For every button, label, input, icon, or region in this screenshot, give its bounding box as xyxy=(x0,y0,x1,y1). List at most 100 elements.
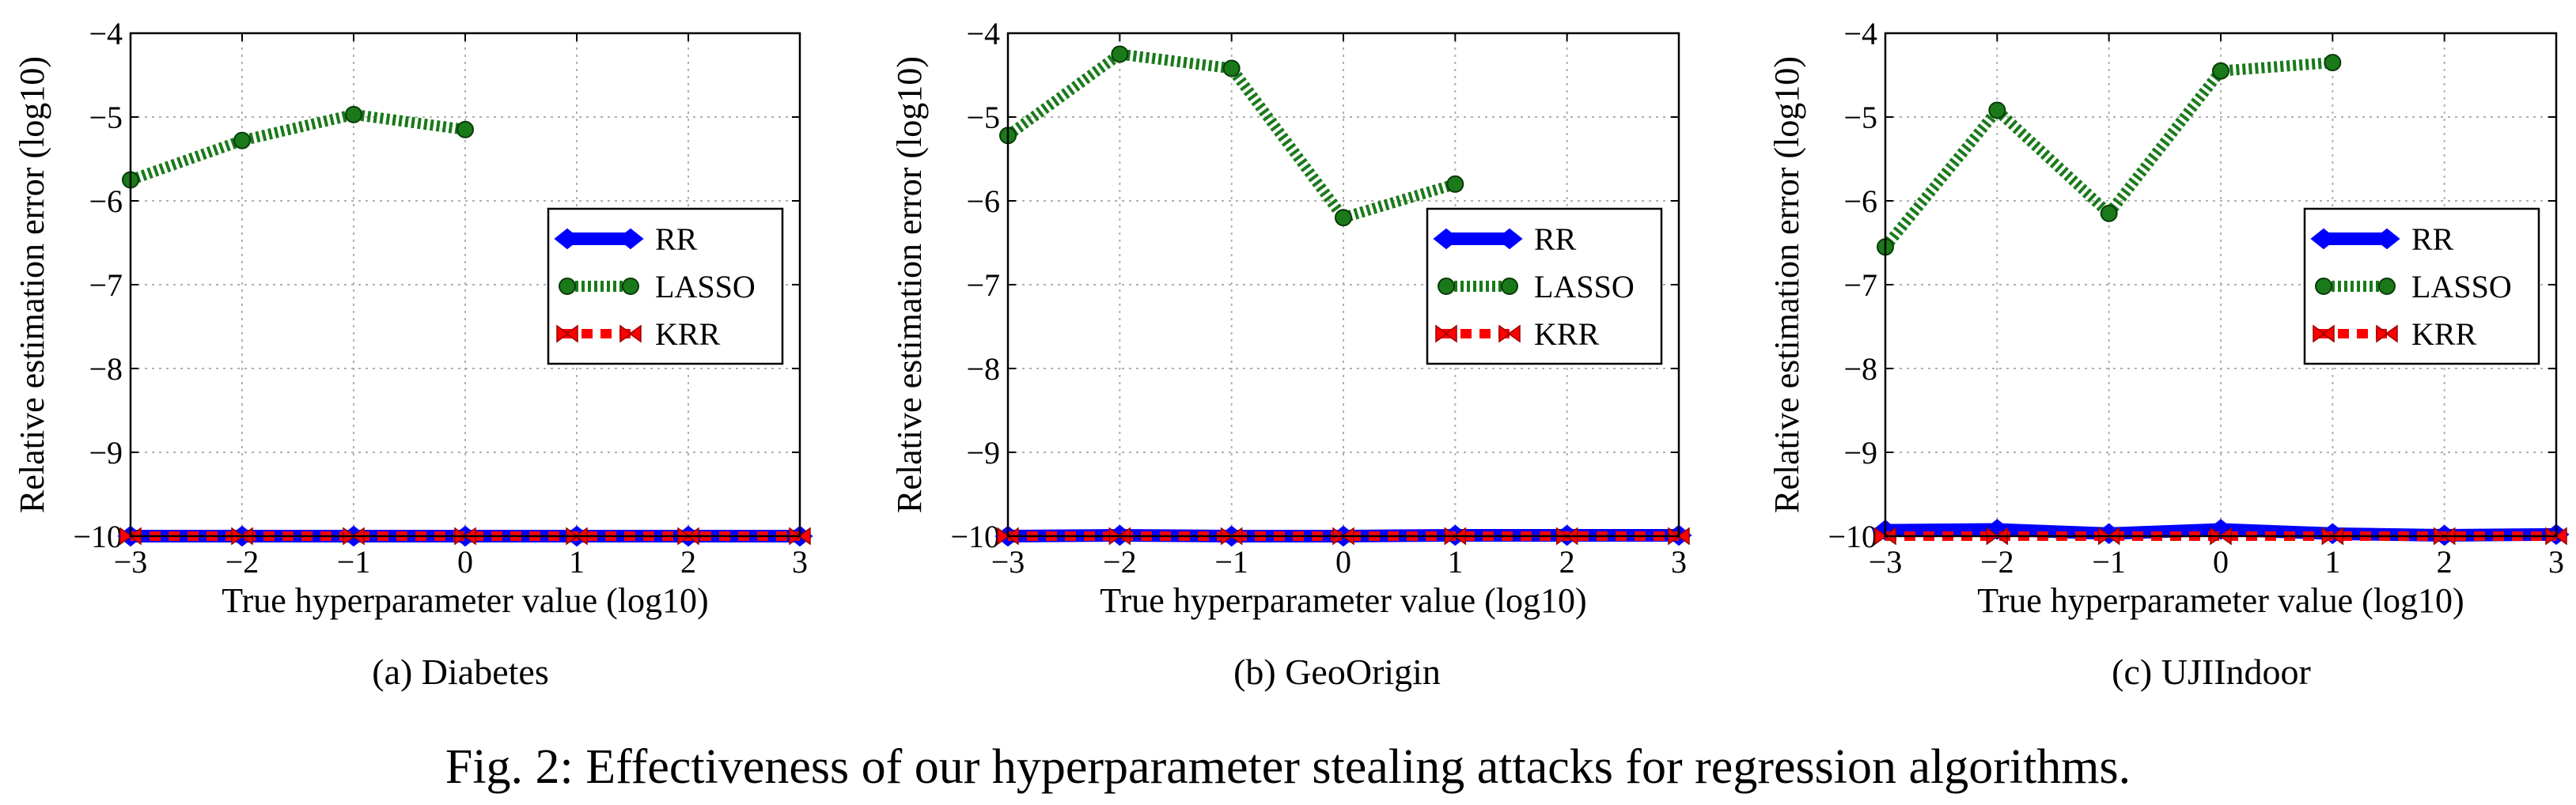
data-point-lasso xyxy=(1111,45,1129,63)
legend-label-lasso: LASSO xyxy=(655,269,756,304)
y-tick-label: −7 xyxy=(89,267,123,303)
x-tick-label: −3 xyxy=(1869,544,1903,580)
figure-caption: Fig. 2: Effectiveness of our hyperparame… xyxy=(445,740,2131,794)
data-point-lasso xyxy=(233,131,251,149)
y-axis-label: Relative estimation error (log10) xyxy=(1767,56,1806,513)
y-tick-label: −5 xyxy=(1843,100,1877,135)
y-tick-label: −4 xyxy=(966,16,1000,51)
x-axis-label: True hyperparameter value (log10) xyxy=(1977,581,2464,620)
legend-marker-rr xyxy=(2310,228,2337,250)
legend-marker-lasso xyxy=(1438,278,1455,295)
x-tick-label: 2 xyxy=(680,544,696,580)
y-axis-label: Relative estimation error (log10) xyxy=(13,56,51,513)
x-tick-label: 1 xyxy=(2324,544,2340,580)
x-tick-label: −1 xyxy=(2092,544,2126,580)
y-tick-label: −9 xyxy=(89,435,123,471)
data-point-lasso xyxy=(1988,101,2006,119)
legend: RR LASSO KRR xyxy=(2303,207,2540,365)
x-tick-label: −2 xyxy=(225,544,259,580)
legend-marker-rr xyxy=(554,228,581,250)
legend-marker-rr xyxy=(1496,228,1523,250)
y-tick-label: −8 xyxy=(1843,351,1877,387)
data-point-lasso xyxy=(345,105,362,123)
legend-label-krr: KRR xyxy=(655,316,721,352)
x-tick-label: −1 xyxy=(1214,544,1248,580)
series-line-lasso xyxy=(128,108,466,186)
x-axis-label: True hyperparameter value (log10) xyxy=(222,581,708,620)
legend-label-rr: RR xyxy=(1534,221,1577,257)
legend-marker-rr xyxy=(2373,228,2400,250)
plot-frame xyxy=(1006,32,1680,538)
y-tick-label: −10 xyxy=(950,519,1000,554)
x-tick-label: −2 xyxy=(1980,544,2014,580)
legend-marker-krr xyxy=(556,324,578,343)
x-axis-label: True hyperparameter value (log10) xyxy=(1100,581,1586,620)
legend-marker-krr xyxy=(619,324,642,343)
legend: RR LASSO KRR xyxy=(547,207,784,365)
subcaption: (c) UJIIndoor xyxy=(2112,652,2311,692)
data-point-lasso xyxy=(2324,54,2342,72)
y-tick-label: −10 xyxy=(1828,519,1877,554)
legend-marker-lasso xyxy=(2315,278,2332,295)
data-point-lasso xyxy=(2212,62,2229,80)
data-point-lasso xyxy=(1222,59,1241,77)
x-tick-label: 0 xyxy=(1335,544,1351,580)
legend-marker-krr xyxy=(1498,324,1521,343)
y-tick-label: −4 xyxy=(89,16,123,51)
x-tick-label: 1 xyxy=(569,544,585,580)
y-tick-label: −7 xyxy=(966,267,1000,303)
y-tick-label: −5 xyxy=(966,100,1000,135)
y-tick-label: −6 xyxy=(89,183,123,219)
data-point-lasso xyxy=(2100,204,2118,222)
x-tick-label: 2 xyxy=(2437,544,2453,580)
legend-marker-krr xyxy=(1435,324,1457,343)
x-tick-label: −3 xyxy=(991,544,1025,580)
x-tick-label: −3 xyxy=(114,544,148,580)
y-tick-label: −4 xyxy=(1843,16,1877,51)
plot-frame xyxy=(1884,32,2558,538)
legend: RR LASSO KRR xyxy=(1426,207,1663,365)
subcaption: (a) Diabetes xyxy=(372,652,549,692)
y-tick-label: −5 xyxy=(89,100,123,135)
legend-marker-rr xyxy=(617,228,644,250)
legend-marker-lasso xyxy=(622,278,639,295)
y-tick-label: −9 xyxy=(966,435,1000,471)
y-axis-label: Relative estimation error (log10) xyxy=(890,56,929,513)
legend-marker-lasso xyxy=(559,278,576,295)
x-tick-label: 0 xyxy=(2213,544,2229,580)
data-point-lasso xyxy=(1446,175,1464,193)
x-tick-label: 3 xyxy=(792,544,808,580)
data-point-lasso xyxy=(1335,209,1352,227)
x-tick-label: 1 xyxy=(1447,544,1463,580)
x-tick-label: 0 xyxy=(457,544,473,580)
series-line-lasso xyxy=(1004,48,1457,224)
legend-label-rr: RR xyxy=(655,221,698,257)
x-tick-label: 2 xyxy=(1559,544,1575,580)
legend-label-lasso: LASSO xyxy=(2411,269,2512,304)
data-point-lasso xyxy=(456,120,474,138)
x-tick-label: −2 xyxy=(1103,544,1137,580)
legend-label-krr: KRR xyxy=(1534,316,1600,352)
legend-marker-lasso xyxy=(1501,278,1518,295)
legend-marker-rr xyxy=(1433,228,1460,250)
legend-label-krr: KRR xyxy=(2411,316,2477,352)
x-tick-label: 3 xyxy=(2548,544,2564,580)
legend-marker-lasso xyxy=(2378,278,2396,295)
legend-marker-krr xyxy=(2313,324,2335,343)
y-tick-label: −6 xyxy=(966,183,1000,219)
y-tick-label: −8 xyxy=(89,351,123,387)
legend-label-lasso: LASSO xyxy=(1534,269,1635,304)
x-tick-label: 3 xyxy=(1671,544,1687,580)
x-tick-label: −1 xyxy=(337,544,371,580)
y-tick-label: −10 xyxy=(73,519,123,554)
legend-label-rr: RR xyxy=(2411,221,2454,257)
series-line-lasso xyxy=(1881,57,2333,251)
y-tick-label: −6 xyxy=(1843,183,1877,219)
y-tick-label: −7 xyxy=(1843,267,1877,303)
y-tick-label: −9 xyxy=(1843,435,1877,471)
legend-marker-krr xyxy=(2376,324,2398,343)
